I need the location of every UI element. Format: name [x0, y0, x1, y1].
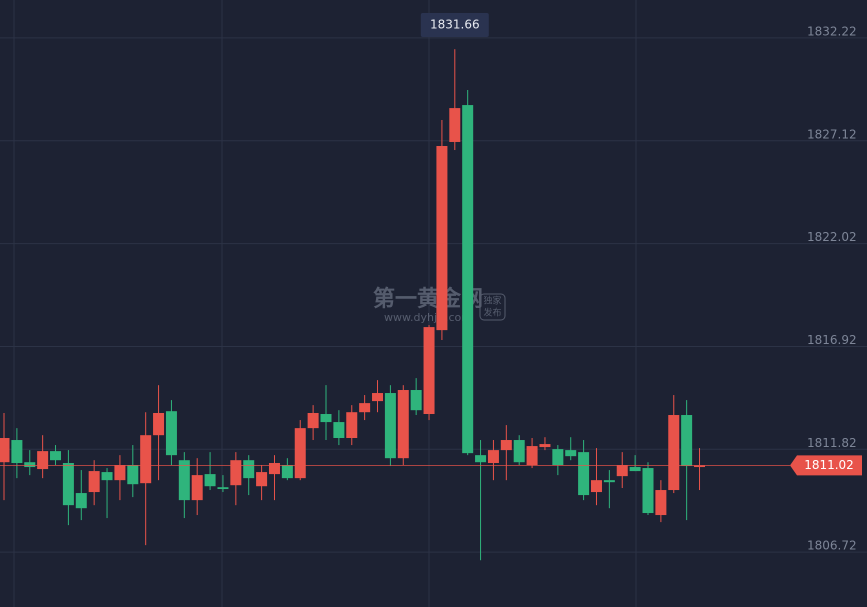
- candle-body: [37, 451, 49, 470]
- candle-body: [500, 440, 512, 451]
- candle-body: [565, 450, 577, 457]
- candle-body: [268, 463, 280, 475]
- y-tick-label: 1832.22: [807, 24, 857, 38]
- candle-body: [539, 444, 551, 448]
- candle-body: [0, 438, 10, 463]
- candle-body: [294, 428, 306, 479]
- candle-body: [655, 490, 667, 516]
- candle-body: [256, 472, 268, 487]
- watermark-badge: [479, 293, 506, 321]
- y-tick-label: 1811.82: [807, 436, 857, 450]
- candle-body: [475, 455, 487, 463]
- candle-body: [436, 146, 448, 331]
- candle-body: [603, 480, 615, 483]
- candle-body: [526, 446, 538, 466]
- candle-body: [153, 413, 165, 436]
- y-tick-label: 1816.92: [807, 333, 857, 347]
- candle-body: [62, 463, 74, 506]
- candle-body: [384, 393, 396, 459]
- candle-body: [410, 390, 422, 411]
- vertical-grid: [13, 0, 637, 607]
- candle-body: [88, 471, 100, 493]
- candle-body: [397, 390, 409, 459]
- watermark-badge-text: 发布: [483, 307, 501, 319]
- candle-body: [204, 474, 216, 487]
- candle-body: [307, 413, 319, 429]
- high-label: 1831.66: [430, 18, 480, 32]
- candle-body: [191, 475, 203, 501]
- candle-body: [333, 422, 345, 439]
- candle-body: [462, 105, 474, 454]
- candle-body: [681, 415, 693, 467]
- candle-body: [487, 450, 499, 464]
- y-tick-label: 1822.02: [807, 230, 857, 244]
- candle-body: [423, 327, 435, 415]
- candle-body: [513, 440, 525, 463]
- grid: 1832.22 1827.12 1822.02 1816.92 1811.82 1806.…: [0, 24, 867, 553]
- candle-body: [346, 412, 358, 439]
- candle-body: [372, 393, 384, 402]
- candle-body: [668, 415, 680, 491]
- candle-body: [140, 435, 152, 484]
- candle-body: [101, 472, 113, 481]
- candle-body: [230, 460, 242, 486]
- candle-body: [11, 440, 23, 464]
- last-price-label: 1811.02: [804, 458, 854, 472]
- high-label-box: [420, 13, 489, 37]
- candle-body: [616, 465, 628, 477]
- watermark: 第一黄金网 www.dyhjw.com 独家 发布: [373, 286, 506, 324]
- candle-body: [178, 460, 190, 501]
- last-price-box: [790, 455, 862, 476]
- candle-body: [217, 487, 229, 490]
- candle-body: [114, 465, 126, 481]
- watermark-badge-text: 独家: [483, 295, 501, 307]
- watermark-url: www.dyhjw.com: [384, 311, 472, 324]
- candle-body: [281, 465, 293, 479]
- candle-body: [127, 465, 139, 485]
- candle-body: [590, 480, 602, 493]
- y-tick-label: 1806.72: [807, 539, 857, 553]
- candle-body: [578, 452, 590, 496]
- candle-body: [24, 462, 36, 468]
- candle-body: [449, 108, 461, 142]
- y-tick-label: 1827.12: [807, 127, 857, 141]
- candle-body: [642, 468, 654, 514]
- overlay: 1831.66 1811.02: [0, 13, 862, 476]
- candle-body: [552, 449, 564, 466]
- candle-body: [320, 414, 332, 423]
- candle-body: [75, 493, 87, 509]
- candle-body: [243, 460, 255, 479]
- candle-body: [359, 403, 371, 413]
- candle-body: [165, 411, 177, 456]
- candle-body: [629, 467, 641, 472]
- candle-body: [694, 465, 706, 468]
- candles: [0, 49, 706, 561]
- candle-body: [50, 451, 62, 461]
